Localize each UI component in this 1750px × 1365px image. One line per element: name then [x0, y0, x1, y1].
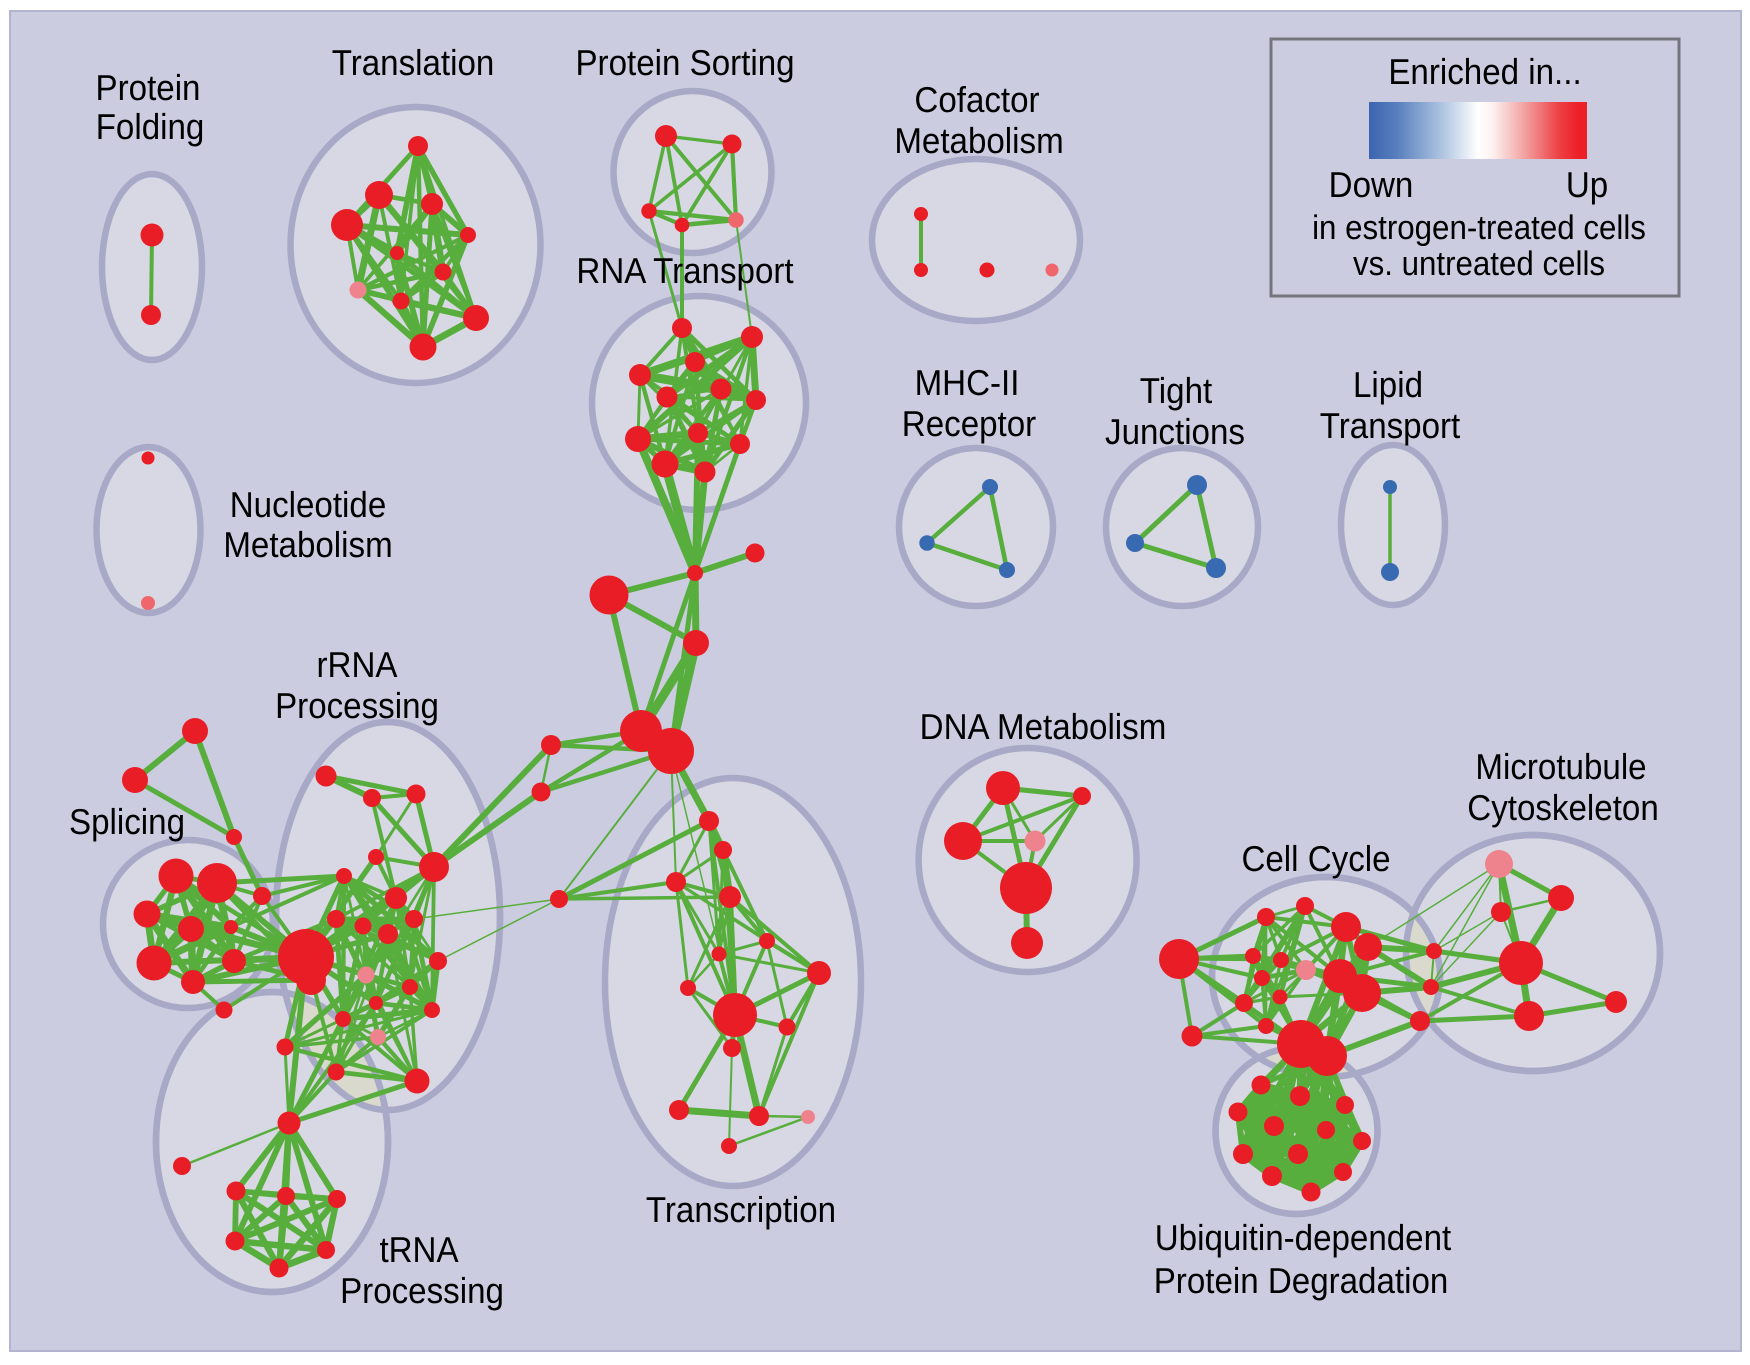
svg-text:Folding: Folding: [96, 106, 205, 147]
svg-text:Junctions: Junctions: [1105, 411, 1245, 452]
svg-text:rRNA: rRNA: [317, 644, 398, 685]
svg-text:in estrogen-treated cells: in estrogen-treated cells: [1312, 209, 1646, 247]
svg-text:MHC-II: MHC-II: [915, 362, 1020, 403]
svg-text:Protein Degradation: Protein Degradation: [1154, 1260, 1449, 1301]
svg-text:Processing: Processing: [275, 685, 439, 726]
svg-text:Cell Cycle: Cell Cycle: [1241, 838, 1390, 879]
svg-text:Splicing: Splicing: [69, 801, 185, 842]
svg-text:vs. untreated cells: vs. untreated cells: [1353, 245, 1605, 283]
svg-text:Receptor: Receptor: [902, 403, 1036, 444]
svg-text:Transcription: Transcription: [646, 1189, 836, 1230]
svg-text:Nucleotide: Nucleotide: [230, 484, 387, 525]
svg-text:Protein Sorting: Protein Sorting: [575, 42, 794, 83]
svg-text:Ubiquitin-dependent: Ubiquitin-dependent: [1155, 1217, 1451, 1258]
svg-text:Enriched in...: Enriched in...: [1388, 51, 1581, 92]
svg-text:Lipid: Lipid: [1353, 364, 1423, 405]
svg-text:Cofactor: Cofactor: [914, 79, 1039, 120]
svg-text:DNA Metabolism: DNA Metabolism: [920, 706, 1167, 747]
svg-text:Metabolism: Metabolism: [894, 120, 1063, 161]
svg-text:Microtubule: Microtubule: [1475, 746, 1646, 787]
svg-text:Translation: Translation: [332, 42, 495, 83]
svg-text:Protein: Protein: [96, 67, 201, 108]
svg-text:Metabolism: Metabolism: [223, 524, 392, 565]
svg-text:Tight: Tight: [1140, 370, 1212, 411]
svg-text:RNA Transport: RNA Transport: [576, 250, 793, 291]
svg-text:Cytoskeleton: Cytoskeleton: [1467, 787, 1658, 828]
svg-text:Processing: Processing: [340, 1270, 504, 1311]
svg-text:Transport: Transport: [1320, 405, 1461, 446]
svg-text:Down: Down: [1329, 164, 1414, 205]
svg-text:Up: Up: [1566, 164, 1608, 205]
svg-text:tRNA: tRNA: [379, 1229, 458, 1270]
